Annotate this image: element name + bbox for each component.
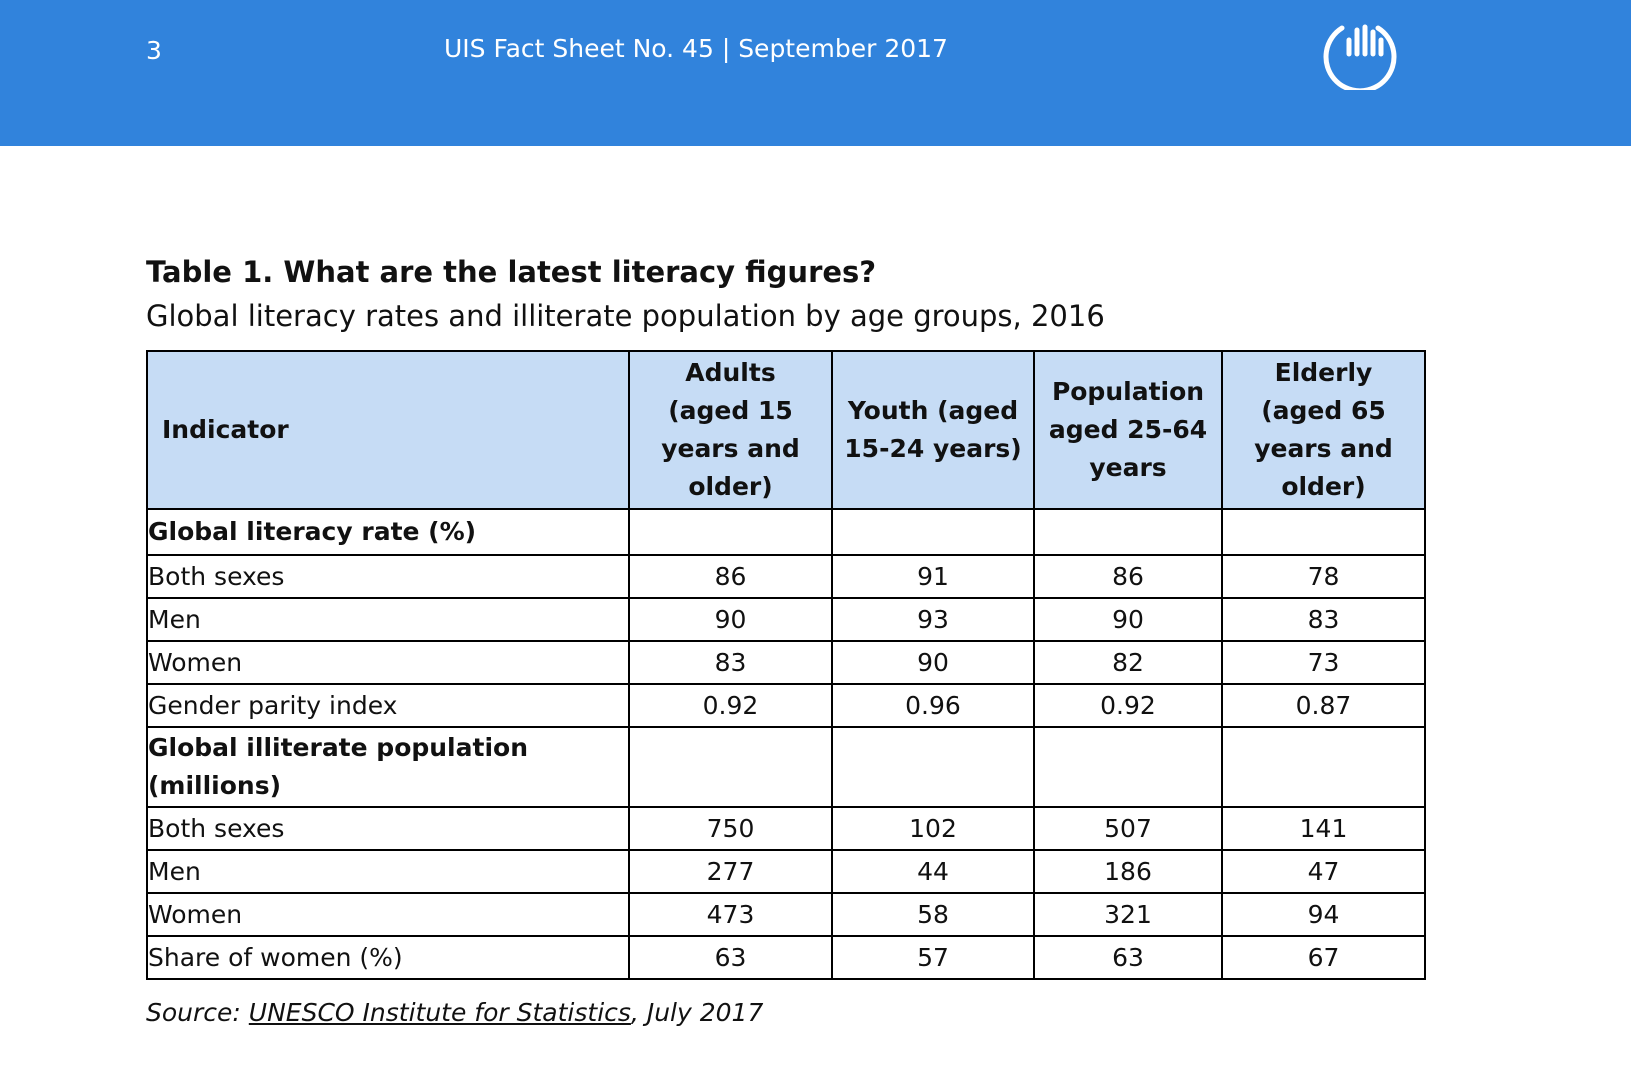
table-row: Both sexes 86 91 86 78 [146, 554, 1426, 599]
table-subtitle: Global literacy rates and illiterate pop… [146, 299, 1105, 333]
table-row: Both sexes 750 102 507 141 [146, 806, 1426, 851]
cell-value: 94 [1221, 892, 1426, 937]
row-label: Both sexes [146, 806, 630, 851]
page-number: 3 [146, 36, 162, 65]
cell-value: 473 [628, 892, 833, 937]
row-label: Gender parity index [146, 683, 630, 728]
section-row: Global literacy rate (%) [146, 508, 1426, 556]
column-header-population-25-64: Population aged 25-64 years [1033, 350, 1223, 510]
column-header-adults: Adults (aged 15 years and older) [628, 350, 833, 510]
source-prefix: Source: [146, 998, 249, 1027]
row-label: Women [146, 640, 630, 685]
cell-value: 750 [628, 806, 833, 851]
header-banner: 3 UIS Fact Sheet No. 45 | September 2017 [0, 0, 1631, 146]
cell-value: 141 [1221, 806, 1426, 851]
column-header-elderly: Elderly (aged 65 years and older) [1221, 350, 1426, 510]
row-label: Both sexes [146, 554, 630, 599]
source-note: Source: UNESCO Institute for Statistics,… [146, 996, 763, 1030]
section-title-illiterate-population: Global illiterate population (millions) [146, 726, 630, 808]
table-row: Women 473 58 321 94 [146, 892, 1426, 937]
cell-value: 83 [1221, 597, 1426, 642]
cell-value: 44 [831, 849, 1035, 894]
cell-value: 321 [1033, 892, 1223, 937]
cell-value: 63 [628, 935, 833, 980]
column-header-youth: Youth (aged 15-24 years) [831, 350, 1035, 510]
cell-value: 90 [831, 640, 1035, 685]
row-label: Men [146, 597, 630, 642]
cell-value: 102 [831, 806, 1035, 851]
row-label: Women [146, 892, 630, 937]
cell-value: 93 [831, 597, 1035, 642]
cell-value: 57 [831, 935, 1035, 980]
cell-value: 90 [1033, 597, 1223, 642]
cell-value: 67 [1221, 935, 1426, 980]
table-row: Share of women (%) 63 57 63 67 [146, 935, 1426, 980]
cell-value: 47 [1221, 849, 1426, 894]
table-row: Men 90 93 90 83 [146, 597, 1426, 642]
cell-value: 91 [831, 554, 1035, 599]
cell-value: 83 [628, 640, 833, 685]
cell-value: 186 [1033, 849, 1223, 894]
table-row: Men 277 44 186 47 [146, 849, 1426, 894]
column-header-indicator: Indicator [146, 350, 630, 510]
cell-value: 277 [628, 849, 833, 894]
cell-value: 0.92 [1033, 683, 1223, 728]
cell-value: 0.87 [1221, 683, 1426, 728]
row-label: Share of women (%) [146, 935, 630, 980]
table-row: Women 83 90 82 73 [146, 640, 1426, 685]
section-title-literacy-rate: Global literacy rate (%) [146, 508, 630, 556]
source-link[interactable]: UNESCO Institute for Statistics [248, 998, 631, 1027]
cell-value: 86 [1033, 554, 1223, 599]
cell-value: 73 [1221, 640, 1426, 685]
uis-hand-logo-icon [1323, 24, 1397, 90]
cell-value: 78 [1221, 554, 1426, 599]
table-header-row: Indicator Adults (aged 15 years and olde… [146, 350, 1426, 510]
cell-value: 86 [628, 554, 833, 599]
cell-value: 90 [628, 597, 833, 642]
header-title: UIS Fact Sheet No. 45 | September 2017 [444, 34, 948, 63]
source-suffix: , July 2017 [630, 998, 764, 1027]
cell-value: 58 [831, 892, 1035, 937]
literacy-table: Indicator Adults (aged 15 years and olde… [146, 350, 1426, 980]
section-row: Global illiterate population (millions) [146, 726, 1426, 808]
cell-value: 0.96 [831, 683, 1035, 728]
table-title: Table 1. What are the latest literacy fi… [146, 255, 877, 289]
cell-value: 507 [1033, 806, 1223, 851]
row-label: Men [146, 849, 630, 894]
table-row: Gender parity index 0.92 0.96 0.92 0.87 [146, 683, 1426, 728]
cell-value: 63 [1033, 935, 1223, 980]
cell-value: 82 [1033, 640, 1223, 685]
cell-value: 0.92 [628, 683, 833, 728]
